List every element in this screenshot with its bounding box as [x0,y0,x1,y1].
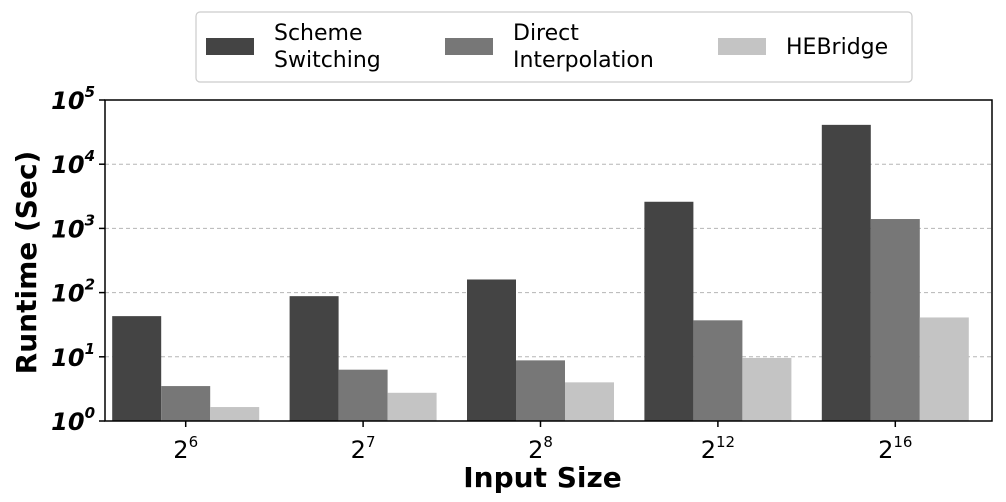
bar [467,279,516,421]
legend-swatch [206,38,254,55]
x-axis-title: Input Size [463,461,622,494]
bar [210,407,260,421]
bar [516,360,565,421]
bar [821,124,871,421]
bar [870,219,920,421]
y-axis-ticks: 100 101 102 103 104 105 [51,83,105,436]
legend-label: Direct [513,21,579,46]
y-gridlines [105,163,992,358]
bar [565,382,614,421]
x-tick-label: 28 [528,433,553,464]
legend-label: Interpolation [513,48,654,73]
y-tick-label: 100 [51,404,95,436]
legend-frame [195,11,913,83]
x-tick-label: 27 [351,433,376,464]
bar [693,320,743,421]
legend-swatch [445,38,493,55]
bar [161,386,211,421]
y-tick-label: 103 [51,211,95,243]
bar [289,296,339,421]
plot-frame [104,99,993,422]
bar [644,201,694,421]
legend-swatch [718,38,766,55]
legend-label: Scheme [274,21,363,46]
x-tick-label: 216 [878,433,912,464]
bar [742,357,792,421]
x-tick-label: 212 [701,433,735,464]
bar [112,316,162,421]
legend-label: HEBridge [786,35,888,60]
x-tick-label: 26 [173,433,198,464]
y-tick-label: 104 [51,147,95,179]
y-axis-title: Runtime (Sec) [10,151,43,375]
bar [338,369,388,421]
bars [112,124,969,421]
bar [919,317,969,421]
x-axis-ticks: 26 27 28 212 216 [173,421,912,464]
y-tick-label: 101 [51,340,95,372]
legend-label: Switching [274,48,381,73]
y-tick-label: 105 [51,83,95,115]
bar [387,392,437,421]
y-tick-label: 102 [51,276,95,308]
